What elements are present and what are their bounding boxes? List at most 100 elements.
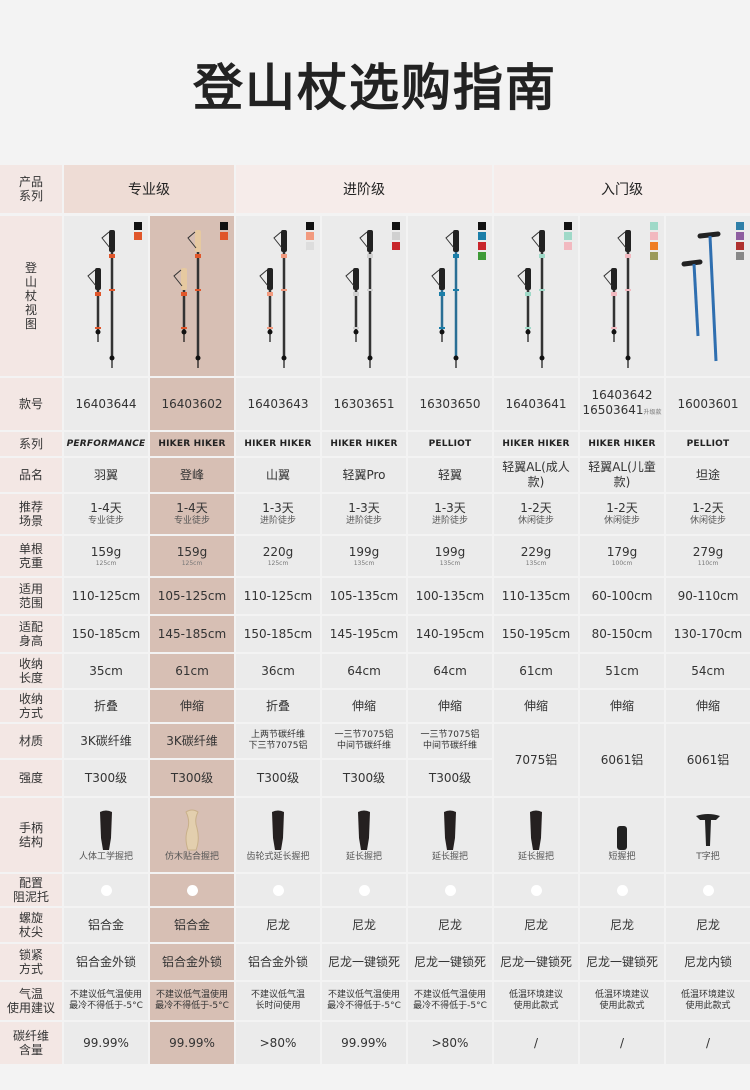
image-cell [150, 216, 234, 376]
row-label-cell: 推荐 场景 [0, 494, 62, 534]
grip: 仿木贴合握把 [164, 851, 219, 862]
height: 80-150cm [591, 626, 653, 641]
model-wrap: 16403643 [247, 397, 308, 412]
row-label: 登 山 杖 视 图 [24, 261, 37, 331]
color-swatch [478, 242, 486, 250]
row-label: 配置 阻泥托 [12, 876, 49, 904]
group-name: 进阶级 [343, 182, 385, 198]
grip-image [696, 813, 720, 846]
model-cell: 16403643 [236, 378, 320, 430]
material: 6061铝 [686, 752, 730, 767]
model: 16403643 [247, 396, 309, 411]
scene-sub: 专业徒步 [87, 516, 124, 526]
grip-image [272, 810, 284, 850]
temp: 低温环境建议 使用此款式 [680, 990, 735, 1011]
material-cell: 3K碳纤维 [64, 724, 148, 758]
weight-sub: 135cm [439, 560, 461, 567]
pole-band [281, 254, 287, 258]
fold-len: 64cm [433, 663, 467, 678]
pole-band [367, 254, 373, 258]
name-cell: 轻翼AL(成人款) [494, 458, 578, 492]
model: 16303650 [419, 396, 481, 411]
weight: 179g [606, 545, 638, 559]
height-cell: 150-185cm [236, 616, 320, 652]
pole-band [611, 292, 617, 296]
grip-cell: 人体工学握把 [64, 798, 148, 872]
lock: 尼龙一键锁死 [499, 954, 572, 969]
pole-band [453, 254, 459, 258]
row-label-cell: 收纳 长度 [0, 654, 62, 688]
name: 坦途 [695, 467, 720, 482]
grip-cell: 延长握把 [322, 798, 406, 872]
group-header: 专业级 [64, 165, 234, 213]
fold_way-cell: 折叠 [236, 690, 320, 722]
row-label-cell: 螺旋 杖尖 [0, 908, 62, 942]
pole-grip [367, 230, 373, 252]
group-header: 进阶级 [236, 165, 492, 213]
pole-basket [367, 355, 373, 361]
color-swatch [736, 242, 744, 250]
temp-cell: 不建议低气温 长时间使用 [236, 982, 320, 1020]
carbon-cell: >80% [408, 1022, 492, 1064]
tip: 铝合金 [87, 917, 124, 932]
name: 轻翼AL(成人款) [502, 460, 570, 489]
carbon-cell: 99.99% [64, 1022, 148, 1064]
scene: 1-2天 [520, 501, 552, 515]
pole-strap [531, 231, 541, 249]
image-cell [408, 216, 492, 376]
row-label: 产品 系列 [18, 175, 43, 203]
color-swatch [736, 252, 744, 260]
pole-strap [173, 269, 183, 287]
range-cell: 105-125cm [150, 578, 234, 614]
pole-grip [181, 268, 187, 290]
model-cell: 16403641 [494, 378, 578, 430]
height: 145-185cm [157, 626, 227, 641]
carbon: 99.99% [341, 1035, 387, 1050]
scene-sub: 进阶徒步 [345, 516, 382, 526]
temp-cell: 低温环境建议 使用此款式 [494, 982, 578, 1020]
mud-cell [666, 874, 750, 906]
height: 145-195cm [329, 626, 399, 641]
model-cell: 16303651 [322, 378, 406, 430]
lock: 尼龙一键锁死 [413, 954, 486, 969]
tip-cell: 尼龙 [580, 908, 664, 942]
tip: 尼龙 [609, 917, 634, 932]
row-label: 螺旋 杖尖 [18, 911, 43, 939]
lock: 铝合金外锁 [75, 954, 136, 969]
row-label-cell: 碳纤维 含量 [0, 1022, 62, 1064]
temp-cell: 不建议低气温使用 最冷不得低于-5°C [150, 982, 234, 1020]
color-swatch [736, 232, 744, 240]
weight: 229g [520, 545, 552, 559]
pole-t-grip [681, 259, 703, 267]
series-cell: HIKER HIKER [236, 432, 320, 456]
fold_way-cell: 伸缩 [322, 690, 406, 722]
range: 60-100cm [591, 588, 653, 603]
color-swatch [650, 222, 658, 230]
pole-strap [603, 269, 613, 287]
row-label-cell: 单根 克重 [0, 536, 62, 576]
row-label-cell: 系列 [0, 432, 62, 456]
fold-way: 伸缩 [179, 698, 204, 713]
color-swatch [564, 222, 572, 230]
temp-cell: 不建议低气温使用 最冷不得低于-5°C [408, 982, 492, 1020]
row-label-cell: 强度 [0, 760, 62, 796]
material-cell: 6061铝 [666, 724, 750, 796]
tip: 尼龙 [437, 917, 462, 932]
height-cell: 150-195cm [494, 616, 578, 652]
lock: 尼龙一键锁死 [327, 954, 400, 969]
scene-sub: 专业徒步 [173, 516, 210, 526]
mud-dot [530, 884, 542, 896]
model-note: 升级款 [643, 409, 662, 416]
pole-image [517, 222, 572, 368]
mud-dot [100, 884, 112, 896]
model: 16003601 [677, 396, 739, 411]
scene-cell: 1-4天 专业徒步 [150, 494, 234, 534]
range-cell: 100-135cm [408, 578, 492, 614]
temp: 不建议低气温使用 最冷不得低于-5°C [155, 990, 229, 1011]
row-label: 系列 [18, 437, 43, 451]
series-cell: HIKER HIKER [150, 432, 234, 456]
weight-sub: 135cm [525, 560, 547, 567]
model: 16403602 [161, 396, 223, 411]
grip-shape [617, 825, 627, 850]
tip-cell: 尼龙 [322, 908, 406, 942]
